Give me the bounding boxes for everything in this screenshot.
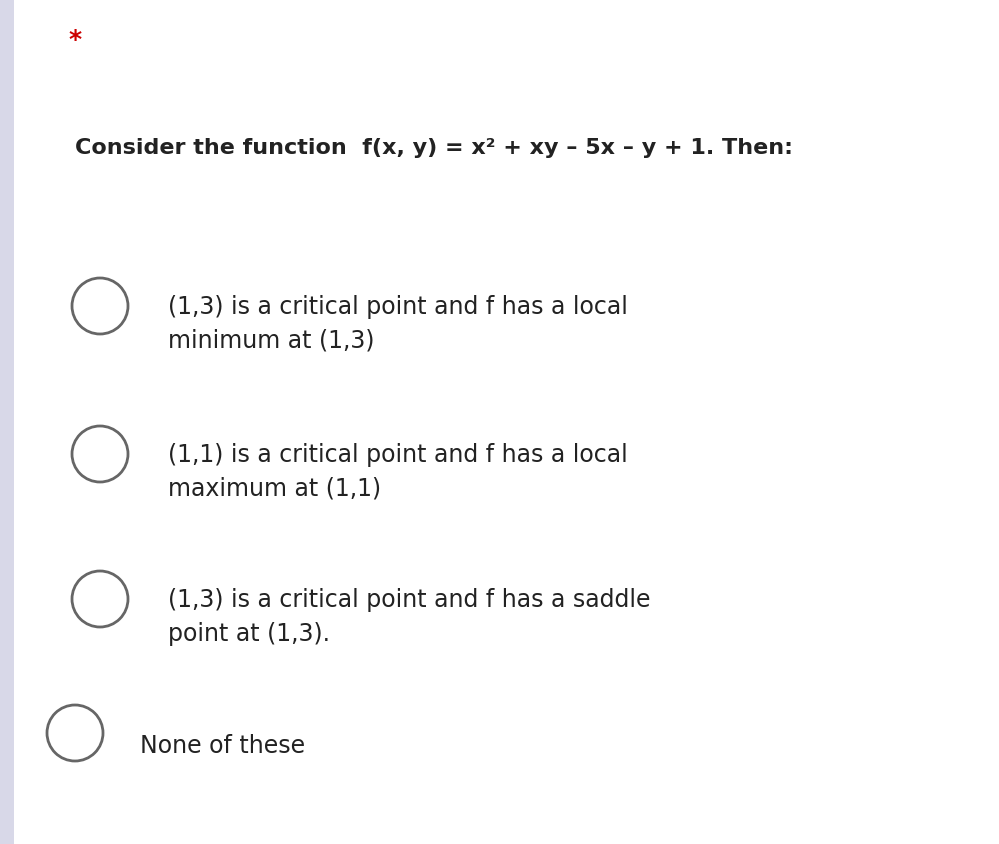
Text: Consider the function  f(x, y) = x² + xy – 5x – y + 1. Then:: Consider the function f(x, y) = x² + xy … <box>75 138 793 158</box>
Text: minimum at (1,3): minimum at (1,3) <box>168 328 375 353</box>
Circle shape <box>47 706 103 761</box>
Circle shape <box>72 279 128 334</box>
Text: maximum at (1,1): maximum at (1,1) <box>168 476 382 500</box>
Text: *: * <box>69 28 82 52</box>
Circle shape <box>72 426 128 483</box>
Text: None of these: None of these <box>140 733 305 757</box>
Text: (1,1) is a critical point and f has a local: (1,1) is a critical point and f has a lo… <box>168 442 627 467</box>
Bar <box>0 0 14 844</box>
Text: point at (1,3).: point at (1,3). <box>168 621 330 645</box>
Circle shape <box>72 571 128 627</box>
Text: (1,3) is a critical point and f has a local: (1,3) is a critical point and f has a lo… <box>168 295 628 319</box>
Text: (1,3) is a critical point and f has a saddle: (1,3) is a critical point and f has a sa… <box>168 587 650 611</box>
